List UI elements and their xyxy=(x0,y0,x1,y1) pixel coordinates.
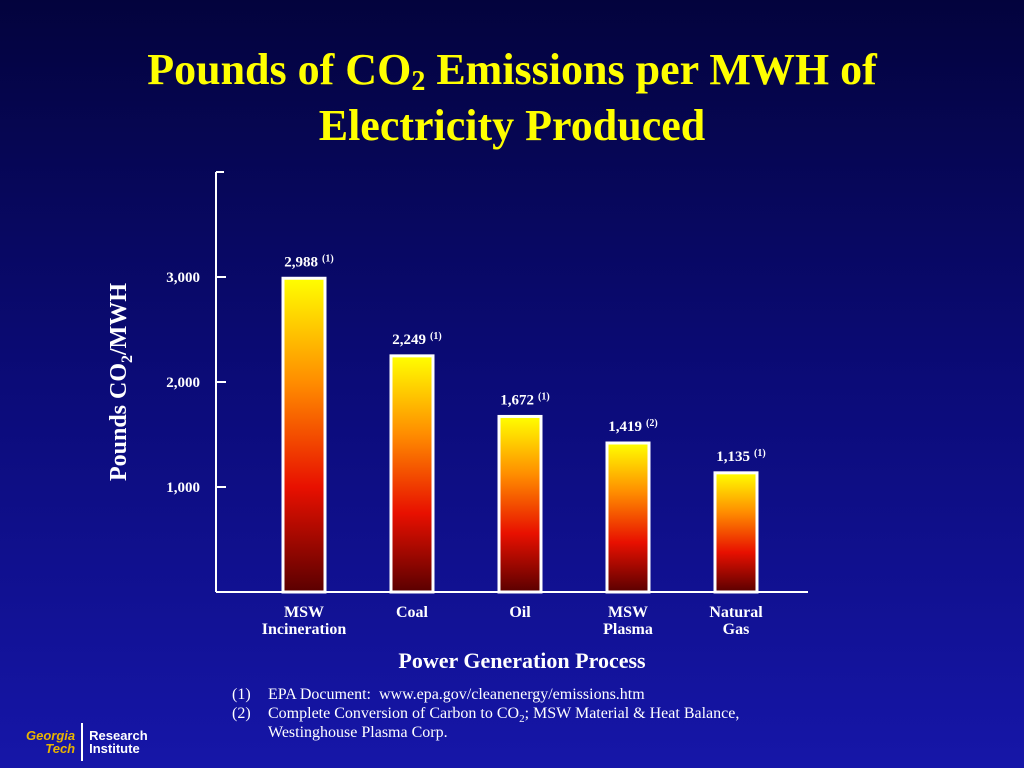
data-label-value: 2,249 xyxy=(392,332,426,348)
logo-divider xyxy=(81,723,84,761)
data-label-note: (1) xyxy=(322,253,334,264)
bar xyxy=(389,354,435,594)
logo-text: Tech xyxy=(45,741,76,756)
data-label-value: 1,672 xyxy=(500,392,534,408)
title-text: Pounds of CO xyxy=(147,45,412,94)
logo-left: Georgia Tech xyxy=(26,729,75,755)
logo-text: Institute xyxy=(89,741,140,756)
bar xyxy=(713,471,759,594)
x-tick-label: Oil xyxy=(509,604,531,621)
y-tick-label: 1,000 xyxy=(166,480,200,496)
x-tick-label: Coal xyxy=(396,604,429,621)
data-label-value: 2,988 xyxy=(284,254,318,270)
footnotes: (1) EPA Document: www.epa.gov/cleanenergy… xyxy=(232,685,812,742)
logo: Georgia Tech Research Institute xyxy=(26,722,148,762)
footnote-text: Complete Conversion of Carbon to CO xyxy=(268,705,520,722)
footnote: (2) Complete Conversion of Carbon to CO2;… xyxy=(232,704,812,742)
logo-text: Research xyxy=(89,728,148,743)
data-label-note: (1) xyxy=(538,391,550,402)
y-tick-label: 2,000 xyxy=(166,375,200,391)
y-axis-label-text: Pounds CO xyxy=(106,363,132,481)
title: Pounds of CO2 Emissions per MWH of Electr… xyxy=(0,42,1024,154)
x-tick-label: Incineration xyxy=(262,621,347,638)
x-tick-label: Gas xyxy=(723,621,750,638)
footnote-text: Complete Conversion of Carbon to CO2; MS… xyxy=(268,704,812,742)
logo-text: Georgia xyxy=(26,728,76,743)
data-label-note: (1) xyxy=(430,331,442,342)
x-tick-label: MSW xyxy=(284,604,324,621)
logo-right: Research Institute xyxy=(89,729,148,755)
data-label-note: (2) xyxy=(646,418,658,429)
title-text: Emissions per MWH of xyxy=(425,45,877,94)
footnote-text: ; MSW Material & Heat Balance, Westingho… xyxy=(268,705,744,741)
y-tick-label: 3,000 xyxy=(166,270,200,286)
data-label: 1,135 (1) xyxy=(716,448,765,465)
bar xyxy=(605,441,651,594)
x-axis-label: Power Generation Process xyxy=(398,648,646,673)
data-label-value: 1,135 xyxy=(716,449,750,465)
y-axis-label-subscript: 2 xyxy=(119,355,136,363)
data-label: 1,419 (2) xyxy=(608,418,657,435)
data-label-note: (1) xyxy=(754,448,766,459)
y-axis-label-text: /MWH xyxy=(106,283,132,356)
y-axis-label: Pounds CO2/MWH xyxy=(106,283,136,481)
title-subscript: 2 xyxy=(411,66,426,97)
bar xyxy=(497,414,543,594)
bar xyxy=(281,276,327,594)
x-tick-label: Plasma xyxy=(603,621,653,638)
title-text: Electricity Produced xyxy=(318,101,706,150)
x-tick-label: MSW xyxy=(608,604,648,621)
footnote-marker: (2) xyxy=(232,705,251,722)
footnote-marker: (1) xyxy=(232,686,251,703)
data-label: 2,249 (1) xyxy=(392,331,441,348)
data-label: 1,672 (1) xyxy=(500,391,549,408)
footnote: (1) EPA Document: www.epa.gov/cleanenergy… xyxy=(232,685,812,704)
data-label-value: 1,419 xyxy=(608,419,642,435)
x-tick-label: Natural xyxy=(709,604,763,621)
data-label: 2,988 (1) xyxy=(284,253,333,270)
footnote-subscript: 2 xyxy=(519,713,525,726)
footnote-text: EPA Document: www.epa.gov/cleanenergy/em… xyxy=(268,686,645,703)
